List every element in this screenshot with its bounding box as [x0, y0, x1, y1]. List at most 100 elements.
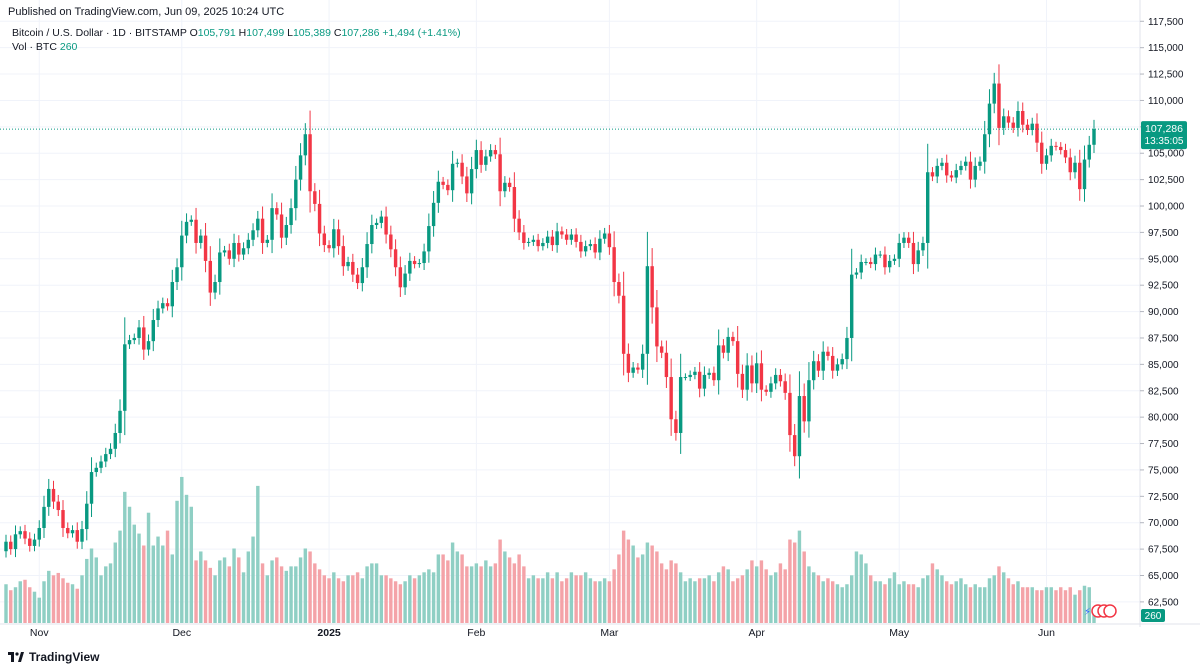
candle-body [431, 202, 436, 227]
candle-body [156, 308, 160, 321]
candle-body [137, 327, 141, 338]
candle-body [474, 150, 479, 170]
candle-body [184, 221, 189, 236]
candle-body [28, 538, 32, 546]
time-tick-label: Jun [1038, 627, 1055, 639]
candle-body [355, 274, 360, 284]
volume-bar [298, 557, 303, 623]
candle-body [859, 261, 863, 273]
candle-body [987, 103, 992, 135]
candle-body [260, 218, 265, 243]
volume-bar [840, 587, 844, 623]
candle-body [821, 351, 825, 371]
volume-bar [108, 563, 113, 623]
candle-body [545, 236, 550, 243]
candle-body [327, 245, 331, 249]
candle-body [374, 222, 379, 226]
price-axis[interactable]: 117,500115,000112,500110,000107,500105,0… [1139, 0, 1185, 627]
volume-bar [849, 575, 854, 623]
volume-bar [721, 566, 726, 623]
candle-body [745, 365, 749, 390]
volume-bar [127, 506, 132, 623]
candle-body [308, 134, 312, 192]
volume-bar [374, 563, 379, 623]
volume-bar [80, 575, 84, 623]
candle-body [251, 230, 255, 240]
high-value: 107,499 [246, 27, 285, 39]
candle-body [42, 506, 46, 528]
volume-bar [265, 575, 270, 623]
candle-body [85, 503, 89, 530]
candle-body [911, 242, 916, 265]
volume-bar [360, 578, 365, 623]
volume-bar [750, 560, 754, 623]
candle-body [1054, 145, 1058, 147]
volume-bar [1073, 594, 1077, 623]
candle-body [66, 527, 70, 534]
candle-body [583, 246, 588, 252]
candle-body [237, 242, 241, 255]
volume-bar [650, 545, 654, 623]
volume-bar [674, 563, 678, 623]
candle-body [384, 216, 388, 235]
candle-body [883, 254, 887, 268]
candle-body [849, 274, 854, 338]
candle-body [526, 241, 531, 243]
candle-body [916, 250, 920, 265]
candle-body [450, 163, 455, 191]
volume-bar [607, 581, 612, 623]
volume-title[interactable]: Vol · BTC [12, 41, 57, 53]
candle-body [579, 241, 583, 252]
volume-bar [146, 512, 151, 623]
volume-bar [512, 563, 517, 623]
candle-body [612, 247, 616, 283]
candle-body [621, 295, 626, 354]
volume-bar [246, 551, 251, 623]
candle-body [279, 214, 284, 238]
volume-bar [408, 575, 412, 623]
candle-body [826, 351, 830, 356]
volume-bar [99, 575, 103, 623]
volume-bar [222, 557, 227, 623]
low-value: 105,389 [292, 27, 331, 39]
candle-body [132, 337, 136, 341]
volume-bar [70, 584, 75, 623]
candle-body [702, 374, 707, 389]
time-tick-label: 2025 [317, 627, 341, 639]
price-tick-label: 65,000 [1148, 571, 1179, 582]
volume-bar [218, 560, 222, 623]
footer-brand[interactable]: TradingView [8, 650, 99, 664]
time-axis[interactable]: Nov Dec 2025 Feb Mar Apr May Jun [0, 623, 1200, 639]
candle-body [716, 345, 721, 381]
candle-body [484, 156, 488, 165]
volume-bar [1087, 587, 1091, 623]
volume-bar [631, 545, 635, 623]
candle-body [802, 396, 806, 422]
volume-bar [645, 542, 650, 623]
candle-body [788, 392, 792, 436]
symbol-title[interactable]: Bitcoin / U.S. Dollar · 1D · BITSTAMP [12, 27, 187, 39]
candle-body [360, 267, 365, 284]
candle-body [1002, 116, 1006, 128]
event-markers[interactable]: ⚡ [1084, 604, 1117, 618]
candle-body [75, 530, 79, 542]
volume-bar [507, 557, 512, 623]
candle-body [640, 353, 645, 370]
volume-bar [398, 584, 403, 623]
volume-bar [427, 569, 431, 623]
volume-bar [1044, 587, 1049, 623]
candle-body [317, 203, 322, 234]
volume-bar [436, 554, 441, 623]
candle-body [99, 461, 103, 468]
candle-body [669, 377, 673, 420]
volume-bar [868, 575, 873, 623]
candle-body [370, 225, 374, 245]
volume-bar [659, 563, 664, 623]
candle-body [199, 235, 203, 243]
candle-body [778, 374, 783, 382]
candle-body [142, 327, 146, 350]
volume-bar [826, 578, 830, 623]
candle-body [408, 260, 412, 274]
economic-event-icon[interactable] [1103, 604, 1117, 618]
